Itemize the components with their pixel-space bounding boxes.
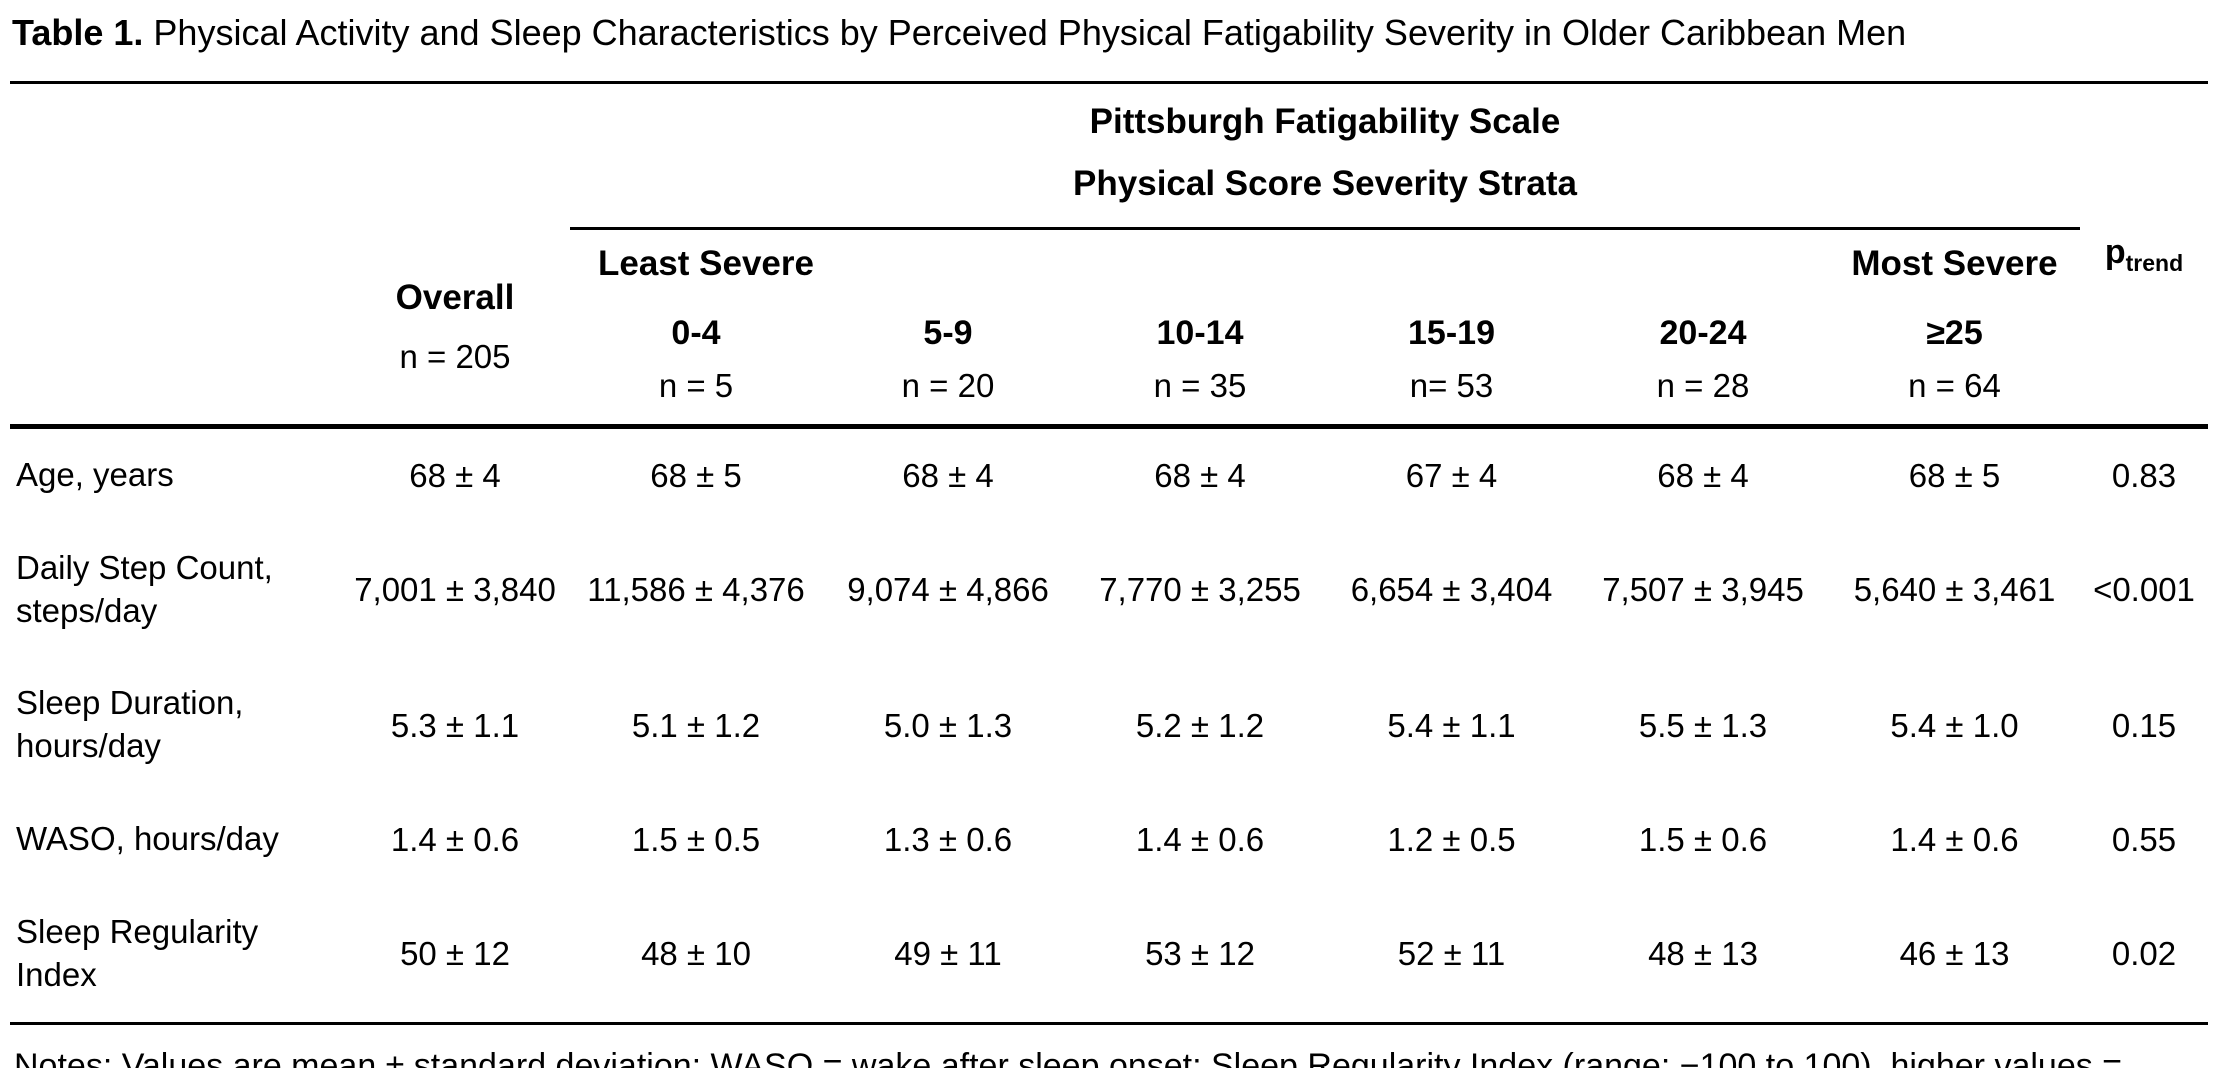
- strata-n: n = 20: [822, 356, 1074, 429]
- overall-label: Overall: [395, 277, 515, 317]
- strata-range: 0-4: [671, 314, 721, 353]
- strata-n: n= 53: [1326, 356, 1577, 429]
- cell-value: 49 ± 11: [894, 935, 1002, 973]
- strata-n: n = 35: [1074, 356, 1326, 429]
- cell-value: 1.5 ± 0.6: [1638, 821, 1768, 859]
- strata-n: n = 5: [570, 356, 822, 429]
- least-severe-label: Least Severe: [598, 244, 814, 284]
- ptrend-sub: trend: [2125, 249, 2184, 276]
- table-title-text: Physical Activity and Sleep Characterist…: [153, 12, 1907, 53]
- table-row-steps: Daily Step Count, steps/day 7,001 ± 3,84…: [10, 522, 2208, 658]
- scale-name: Pittsburgh Fatigability Scale: [1089, 101, 1561, 141]
- cell-value: 1.5 ± 0.5: [631, 821, 761, 859]
- cell-ptrend: 0.83: [2111, 456, 2177, 494]
- cell-value: 5.4 ± 1.1: [1387, 706, 1516, 744]
- cell-value: 46 ± 13: [1899, 935, 2010, 973]
- cell-value: 5.4 ± 1.0: [1890, 706, 2019, 744]
- cell-value: 68 ± 4: [1154, 456, 1246, 494]
- cell-value: 5,640 ± 3,461: [1853, 570, 2056, 608]
- strata-n: n = 28: [1577, 356, 1829, 429]
- cell-value: 5.1 ± 1.2: [631, 706, 761, 744]
- cell-value: 5.2 ± 1.2: [1135, 706, 1265, 744]
- strata-range: 10-14: [1156, 314, 1244, 353]
- cell-ptrend: 0.55: [2111, 821, 2177, 859]
- most-severe-label: Most Severe: [1851, 244, 2058, 284]
- data-table: Pittsburgh Fatigability Scale Physical S…: [10, 80, 2208, 1025]
- header-spacer: [1326, 229, 1577, 308]
- cell-overall: 7,001 ± 3,840: [354, 570, 556, 608]
- header-row-ranges: 0-4 5-9 10-14 15-19 20-24 ≥25: [10, 308, 2208, 357]
- row-label: Sleep Regularity Index: [16, 913, 259, 994]
- cell-value: 68 ± 4: [1657, 456, 1749, 494]
- overall-n: n = 205: [399, 337, 511, 375]
- row-label: Daily Step Count, steps/day: [16, 548, 273, 629]
- row-label: Age, years: [16, 455, 174, 493]
- cell-ptrend: <0.001: [2093, 570, 2195, 608]
- cell-value: 5.0 ± 1.3: [883, 706, 1013, 744]
- strata-range: 5-9: [923, 314, 973, 353]
- cell-value: 48 ± 13: [1648, 935, 1758, 973]
- strata-n: n = 64: [1829, 356, 2080, 429]
- cell-value: 68 ± 5: [1908, 456, 2001, 494]
- header-label-spacer: [10, 82, 340, 429]
- header-spacer: [1074, 229, 1326, 308]
- cell-value: 6,654 ± 3,404: [1350, 570, 1553, 608]
- cell-overall: 1.4 ± 0.6: [390, 821, 520, 859]
- cell-value: 9,074 ± 4,866: [847, 570, 1049, 608]
- strata-range: ≥25: [1926, 314, 1983, 353]
- row-label: WASO, hours/day: [16, 820, 279, 858]
- cell-value: 1.4 ± 0.6: [1890, 821, 2019, 859]
- strata-range: 20-24: [1659, 314, 1747, 353]
- table-row-waso: WASO, hours/day 1.4 ± 0.6 1.5 ± 0.5 1.3 …: [10, 793, 2208, 886]
- table-notes: Notes: Values are mean ± standard deviat…: [14, 1039, 2208, 1068]
- header-row-severity: Overall n = 205 Least Severe Most Severe: [10, 228, 2208, 429]
- cell-overall: 68 ± 4: [409, 456, 501, 494]
- ptrend-column-header: ptrend: [2080, 82, 2208, 429]
- cell-ptrend: 0.02: [2111, 935, 2177, 973]
- header-overall-spacer: [340, 82, 570, 229]
- header-spacer: [1577, 229, 1829, 308]
- table-title: Table 1. Physical Activity and Sleep Cha…: [12, 10, 2208, 57]
- row-label: Sleep Duration, hours/day: [16, 684, 244, 765]
- overall-column-header: Overall n = 205: [340, 228, 570, 429]
- cell-value: 1.3 ± 0.6: [883, 821, 1013, 859]
- table-row-sleep-duration: Sleep Duration, hours/day 5.3 ± 1.1 5.1 …: [10, 657, 2208, 793]
- strata-range: 15-19: [1408, 314, 1495, 353]
- table-row-sleep-regularity: Sleep Regularity Index 50 ± 12 48 ± 10 4…: [10, 886, 2208, 1023]
- ptrend-p: p: [2104, 232, 2126, 271]
- cell-value: 53 ± 12: [1145, 935, 1255, 973]
- cell-value: 1.4 ± 0.6: [1135, 821, 1265, 859]
- cell-overall: 5.3 ± 1.1: [390, 706, 520, 744]
- cell-value: 11,586 ± 4,376: [587, 570, 805, 608]
- cell-value: 68 ± 5: [650, 456, 742, 494]
- cell-ptrend: 0.15: [2111, 706, 2177, 744]
- cell-value: 7,770 ± 3,255: [1099, 570, 1301, 608]
- cell-value: 52 ± 11: [1397, 935, 1506, 973]
- scale-span-header: Pittsburgh Fatigability Scale Physical S…: [570, 82, 2080, 231]
- table-row-age: Age, years 68 ± 4 68 ± 5 68 ± 4 68 ± 4 6…: [10, 426, 2208, 521]
- cell-overall: 50 ± 12: [400, 935, 510, 973]
- header-spacer: [822, 229, 1074, 308]
- scale-strata-label: Physical Score Severity Strata: [1073, 163, 1577, 203]
- header-row-scale: Pittsburgh Fatigability Scale Physical S…: [10, 82, 2208, 429]
- table-title-prefix: Table 1.: [12, 12, 144, 53]
- cell-value: 5.5 ± 1.3: [1638, 706, 1768, 744]
- cell-value: 7,507 ± 3,945: [1602, 570, 1804, 608]
- cell-value: 68 ± 4: [902, 456, 994, 494]
- notes-line-1: Notes: Values are mean ± standard deviat…: [14, 1046, 2123, 1068]
- cell-value: 48 ± 10: [641, 935, 751, 973]
- header-row-counts: n = 5 n = 20 n = 35 n= 53 n = 28 n = 64: [10, 356, 2208, 429]
- cell-value: 67 ± 4: [1405, 456, 1498, 494]
- cell-value: 1.2 ± 0.5: [1387, 821, 1516, 859]
